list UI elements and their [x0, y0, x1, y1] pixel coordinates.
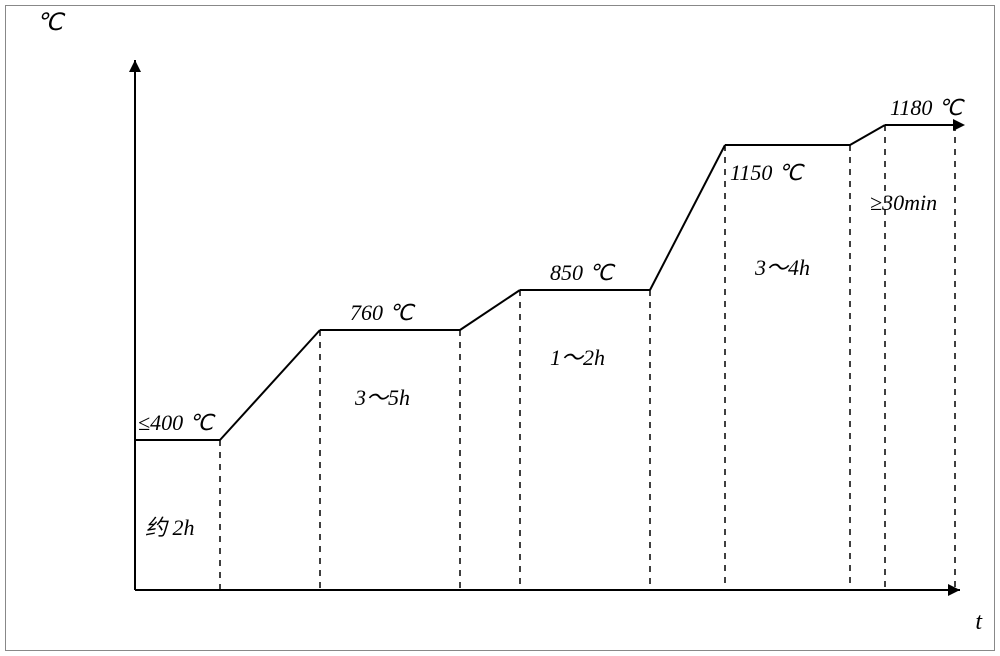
step-temp-label: 1180 ℃	[890, 95, 963, 121]
step-chart: ℃ t ≤400 ℃约 2h760 ℃3～5h850 ℃1～2h1150 ℃3～…	[60, 10, 980, 630]
step-duration-label: 3～4h	[755, 250, 810, 282]
step-duration-label: 3～5h	[355, 380, 410, 412]
step-duration-label: 1～2h	[550, 340, 605, 372]
step-temp-label: 850 ℃	[550, 260, 613, 286]
chart-svg	[60, 10, 980, 630]
step-temp-label: 760 ℃	[350, 300, 413, 326]
step-duration-label: 约 2h	[145, 510, 195, 542]
step-duration-label: ≥30min	[870, 190, 937, 216]
y-axis-label: ℃	[36, 8, 63, 37]
step-temp-label: ≤400 ℃	[138, 410, 213, 436]
step-temp-label: 1150 ℃	[730, 160, 803, 186]
